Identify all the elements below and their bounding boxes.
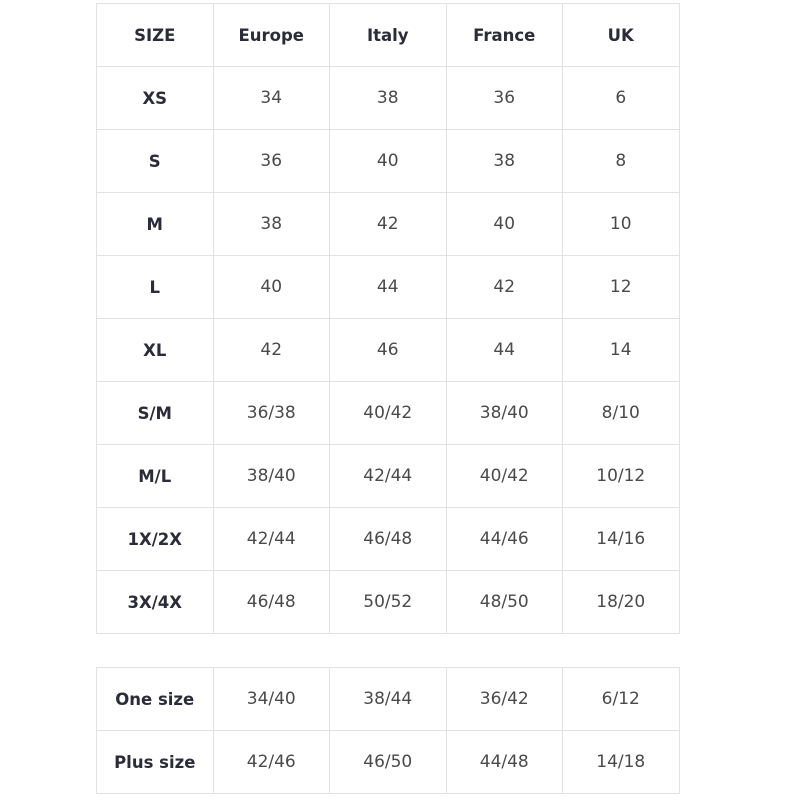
table-cell: 42 bbox=[329, 192, 447, 256]
table-cell: 10/12 bbox=[562, 444, 680, 508]
row-header: S bbox=[96, 129, 214, 193]
table-cell: 46/50 bbox=[329, 730, 447, 794]
row-header: M/L bbox=[96, 444, 214, 508]
row-header: XS bbox=[96, 66, 214, 130]
column-header: SIZE bbox=[96, 3, 214, 67]
table-cell: 40/42 bbox=[445, 444, 563, 508]
table-cell: 40 bbox=[212, 255, 330, 319]
table-cell: 44/46 bbox=[445, 507, 563, 571]
table-row: 3X/4X 46/48 50/52 48/50 18/20 bbox=[96, 570, 680, 634]
table-cell: 40 bbox=[329, 129, 447, 193]
table-row: One size 34/40 38/44 36/42 6/12 bbox=[96, 667, 680, 731]
column-header: Italy bbox=[329, 3, 447, 67]
table-cell: 36 bbox=[445, 66, 563, 130]
row-header: 1X/2X bbox=[96, 507, 214, 571]
table-cell: 46/48 bbox=[329, 507, 447, 571]
table-cell: 42 bbox=[445, 255, 563, 319]
column-header: France bbox=[445, 3, 563, 67]
row-header: Plus size bbox=[96, 730, 214, 794]
table-cell: 14/18 bbox=[562, 730, 680, 794]
row-header: 3X/4X bbox=[96, 570, 214, 634]
table-cell: 10 bbox=[562, 192, 680, 256]
table-cell: 18/20 bbox=[562, 570, 680, 634]
table-cell: 38/40 bbox=[445, 381, 563, 445]
table-cell: 36/42 bbox=[445, 667, 563, 731]
table-cell: 38 bbox=[212, 192, 330, 256]
row-header: One size bbox=[96, 667, 214, 731]
table-cell: 42 bbox=[212, 318, 330, 382]
table-cell: 44 bbox=[329, 255, 447, 319]
table-row: M/L 38/40 42/44 40/42 10/12 bbox=[96, 444, 680, 508]
table-cell: 8 bbox=[562, 129, 680, 193]
table-cell: 14 bbox=[562, 318, 680, 382]
table-cell: 38 bbox=[329, 66, 447, 130]
table-cell: 42/46 bbox=[212, 730, 330, 794]
table-cell: 42/44 bbox=[212, 507, 330, 571]
table-cell: 36/38 bbox=[212, 381, 330, 445]
table-cell: 38/44 bbox=[329, 667, 447, 731]
table-cell: 12 bbox=[562, 255, 680, 319]
header-row: SIZE Europe Italy France UK bbox=[96, 3, 680, 67]
table-cell: 40/42 bbox=[329, 381, 447, 445]
row-header: S/M bbox=[96, 381, 214, 445]
column-header: Europe bbox=[212, 3, 330, 67]
row-header: XL bbox=[96, 318, 214, 382]
table-cell: 6/12 bbox=[562, 667, 680, 731]
table-cell: 8/10 bbox=[562, 381, 680, 445]
table-cell: 14/16 bbox=[562, 507, 680, 571]
table-cell: 44 bbox=[445, 318, 563, 382]
special-size-table: One size 34/40 38/44 36/42 6/12 Plus size 42/4… bbox=[96, 667, 680, 794]
table-row: M 38 42 40 10 bbox=[96, 192, 680, 256]
size-conversion-table: SIZE Europe Italy France UK XS 34 38 36 6 S 36 40 38 8… bbox=[96, 3, 680, 634]
table-cell: 34/40 bbox=[212, 667, 330, 731]
table-row: S 36 40 38 8 bbox=[96, 129, 680, 193]
row-header: M bbox=[96, 192, 214, 256]
row-header: L bbox=[96, 255, 214, 319]
table-cell: 36 bbox=[212, 129, 330, 193]
table-cell: 34 bbox=[212, 66, 330, 130]
table-cell: 46/48 bbox=[212, 570, 330, 634]
table-row: S/M 36/38 40/42 38/40 8/10 bbox=[96, 381, 680, 445]
table-cell: 50/52 bbox=[329, 570, 447, 634]
table-cell: 40 bbox=[445, 192, 563, 256]
table-cell: 48/50 bbox=[445, 570, 563, 634]
table-cell: 38/40 bbox=[212, 444, 330, 508]
table-row: L 40 44 42 12 bbox=[96, 255, 680, 319]
table-row: XS 34 38 36 6 bbox=[96, 66, 680, 130]
table-cell: 46 bbox=[329, 318, 447, 382]
table-row: XL 42 46 44 14 bbox=[96, 318, 680, 382]
table-cell: 6 bbox=[562, 66, 680, 130]
table-cell: 42/44 bbox=[329, 444, 447, 508]
table-row: Plus size 42/46 46/50 44/48 14/18 bbox=[96, 730, 680, 794]
table-cell: 44/48 bbox=[445, 730, 563, 794]
table-cell: 38 bbox=[445, 129, 563, 193]
column-header: UK bbox=[562, 3, 680, 67]
table-row: 1X/2X 42/44 46/48 44/46 14/16 bbox=[96, 507, 680, 571]
